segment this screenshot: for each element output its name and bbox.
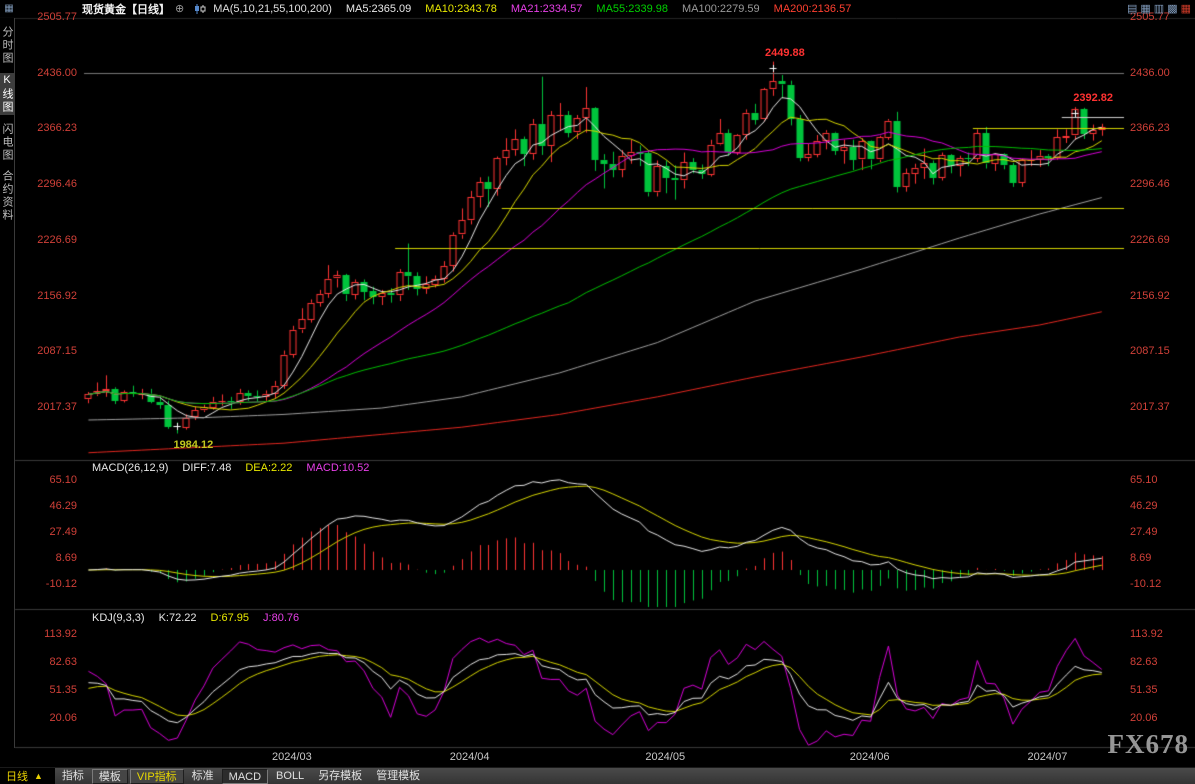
ma-settings-label: MA(5,10,21,55,100,200): [213, 2, 332, 15]
macd-axis-label: 46.29: [1130, 500, 1158, 512]
add-overlay-icon[interactable]: ⊕: [175, 3, 185, 15]
macd-axis-label: 27.49: [49, 526, 77, 538]
toolbar-button-standard[interactable]: 标准: [191, 769, 214, 782]
topbar: ▦ 现货黄金【日线】 ⊕ MA(5,10,21,55,100,200) MA5:…: [0, 0, 1195, 17]
price-axis-label: 2505.77: [37, 11, 77, 23]
kdj-axis-label: 82.63: [49, 656, 77, 668]
toolbar-button-template[interactable]: 模板: [91, 768, 128, 784]
ma-value-1: MA10:2343.78: [425, 2, 497, 15]
price-annotation: 1984.12: [173, 439, 214, 452]
kdj-panel-header: KDJ(9,3,3) K:72.22 D:67.95 J:80.76: [92, 612, 299, 624]
toolbar-button-manage-template[interactable]: 管理模板: [376, 769, 421, 782]
macd-axis-label: 8.69: [1130, 551, 1152, 564]
macd-value: MACD:10.52: [306, 462, 370, 474]
price-axis-label: 2366.23: [1130, 122, 1170, 135]
ma-values-group: MA5:2365.09 MA10:2343.78 MA21:2334.57 MA55:…: [332, 3, 851, 15]
window-layout-icons: ▤ ▦ ▥ ▩ ▦: [1127, 3, 1191, 15]
sidebar-tab-kline-chart[interactable]: K线图: [0, 73, 15, 115]
kdj-axis-label: 51.35: [1130, 683, 1158, 696]
period-label: 日线: [6, 771, 28, 783]
macd-axis-label: 65.10: [1130, 474, 1158, 486]
date-axis-label: 2024/04: [449, 751, 490, 763]
price-annotation: 2449.88: [764, 46, 805, 59]
kdj-j-value: J:80.76: [263, 612, 300, 624]
layout-1x2-icon[interactable]: ▥: [1153, 2, 1165, 15]
ma-value-4: MA100:2279.59: [681, 2, 760, 15]
price-axis-label: 2226.69: [37, 233, 77, 246]
toolbar-buttons: 指标 模板 VIP指标 标准 MACD BOLL 另存模板 管理模板: [55, 768, 427, 784]
date-axis-label: 2024/07: [1027, 751, 1068, 763]
sidebar-tab-contract-info[interactable]: 合约资料: [1, 170, 13, 222]
layout-2x2-icon[interactable]: ▦: [1140, 2, 1151, 15]
layout-3x3-icon[interactable]: ▩: [1167, 2, 1178, 15]
macd-axis-label: 46.29: [49, 500, 77, 512]
ma-value-0: MA5:2365.09: [345, 2, 412, 15]
toolbar-button-boll[interactable]: BOLL: [276, 769, 305, 782]
date-axis-label: 2024/06: [849, 751, 890, 763]
kdj-d-value: D:67.95: [210, 612, 250, 624]
macd-axis-label: 27.49: [1130, 526, 1158, 538]
layout-close-icon[interactable]: ▦: [1180, 2, 1191, 15]
price-annotation: 2392.82: [1073, 92, 1113, 105]
kdj-params-label: KDJ(9,3,3): [92, 612, 145, 624]
sidebar-tab-time-chart[interactable]: 分时图: [1, 26, 13, 65]
toolbar-button-indicator[interactable]: 指标: [61, 769, 84, 782]
toolbar-button-save-template[interactable]: 另存模板: [318, 769, 363, 782]
sidebar-tab-flash-chart[interactable]: 闪电图: [1, 123, 13, 162]
watermark: FX678: [1107, 729, 1189, 759]
price-axis-label: 2017.37: [1130, 400, 1170, 413]
layout-1x1-icon[interactable]: ▤: [1126, 2, 1138, 15]
macd-params-label: MACD(26,12,9): [92, 462, 169, 474]
period-selector[interactable]: 日线 ▲: [0, 767, 55, 784]
kdj-axis-label: 51.35: [49, 683, 77, 696]
macd-axis-label: -10.12: [45, 577, 77, 590]
symbol-title: 现货黄金【日线】: [82, 3, 170, 16]
price-axis-label: 2087.15: [37, 345, 77, 358]
price-axis-label: 2296.46: [37, 178, 77, 191]
macd-axis-label: 65.10: [49, 474, 77, 486]
kdj-axis-label: 113.92: [1130, 627, 1163, 640]
candlestick-icon: [194, 3, 206, 15]
sidebar: 分时图 K线图闪电图合约资料: [0, 18, 15, 748]
price-axis-label: 2436.00: [37, 66, 77, 79]
date-axis-label: 2024/05: [645, 751, 686, 763]
price-axis-label: 2436.00: [1130, 66, 1170, 79]
price-axis-label: 2505.77: [1130, 11, 1170, 23]
price-axis-label: 2226.69: [1130, 233, 1170, 246]
toolbar-button-vip-indicator[interactable]: VIP指标: [129, 768, 184, 784]
price-axis-label: 2017.37: [37, 400, 77, 413]
app-grid-icon[interactable]: ▦: [4, 3, 14, 14]
kdj-axis-label: 113.92: [44, 627, 77, 640]
ma-value-5: MA200:2136.57: [773, 2, 852, 15]
ma-value-2: MA21:2334.57: [510, 2, 583, 15]
macd-panel-header: MACD(26,12,9) DIFF:7.48 DEA:2.22 MACD:10…: [92, 462, 369, 474]
kdj-axis-label: 20.06: [1130, 712, 1158, 724]
macd-diff-value: DIFF:7.48: [182, 462, 232, 474]
macd-axis-label: -10.12: [1130, 577, 1162, 590]
kdj-axis-label: 20.06: [49, 712, 77, 724]
macd-dea-value: DEA:2.22: [245, 462, 293, 474]
price-axis-label: 2366.23: [37, 122, 77, 135]
price-axis-label: 2087.15: [1130, 345, 1170, 358]
macd-axis-label: 8.69: [55, 551, 77, 564]
kdj-axis-label: 82.63: [1130, 656, 1158, 668]
date-axis-label: 2024/03: [272, 751, 312, 763]
price-axis-label: 2296.46: [1130, 178, 1170, 191]
ma-value-3: MA55:2339.98: [596, 2, 668, 15]
price-axis-label: 2156.92: [37, 289, 77, 302]
toolbar-button-macd[interactable]: MACD: [221, 768, 269, 784]
bottom-toolbar: 日线 ▲ 指标 模板 VIP指标 标准 MACD BOLL 另存模板 管理模板: [0, 767, 1195, 784]
price-axis-label: 2156.92: [1130, 289, 1170, 302]
chevron-up-icon: ▲: [34, 771, 43, 781]
kdj-k-value: K:72.22: [158, 612, 197, 624]
